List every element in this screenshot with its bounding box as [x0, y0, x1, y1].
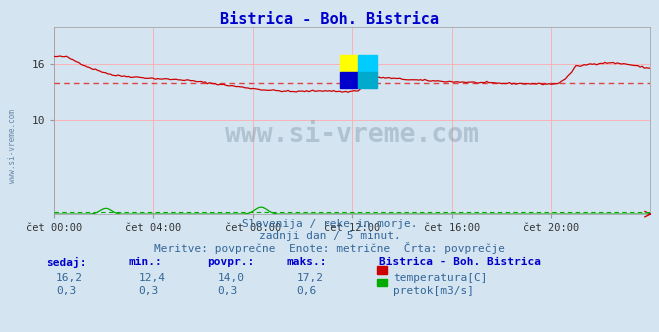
Text: zadnji dan / 5 minut.: zadnji dan / 5 minut.: [258, 231, 401, 241]
Text: 0,3: 0,3: [138, 286, 159, 295]
Text: Slovenija / reke in morje.: Slovenija / reke in morje.: [242, 219, 417, 229]
Text: Bistrica - Boh. Bistrica: Bistrica - Boh. Bistrica: [379, 257, 541, 267]
Text: 12,4: 12,4: [138, 273, 165, 283]
Text: povpr.:: povpr.:: [208, 257, 255, 267]
Text: pretok[m3/s]: pretok[m3/s]: [393, 286, 474, 295]
Bar: [340, 72, 358, 88]
Text: sedaj:: sedaj:: [46, 257, 86, 268]
Text: 14,0: 14,0: [217, 273, 244, 283]
Text: 0,3: 0,3: [56, 286, 76, 295]
Bar: [358, 72, 377, 88]
Text: 0,3: 0,3: [217, 286, 238, 295]
Text: www.si-vreme.com: www.si-vreme.com: [8, 109, 17, 183]
Text: 17,2: 17,2: [297, 273, 324, 283]
Text: www.si-vreme.com: www.si-vreme.com: [225, 123, 479, 148]
Text: 0,6: 0,6: [297, 286, 317, 295]
Bar: [340, 55, 358, 72]
Text: Meritve: povprečne  Enote: metrične  Črta: povprečje: Meritve: povprečne Enote: metrične Črta:…: [154, 242, 505, 254]
Bar: [358, 55, 377, 72]
Text: temperatura[C]: temperatura[C]: [393, 273, 487, 283]
Text: Bistrica - Boh. Bistrica: Bistrica - Boh. Bistrica: [220, 12, 439, 27]
Text: 16,2: 16,2: [56, 273, 83, 283]
Text: min.:: min.:: [129, 257, 162, 267]
Text: maks.:: maks.:: [287, 257, 327, 267]
